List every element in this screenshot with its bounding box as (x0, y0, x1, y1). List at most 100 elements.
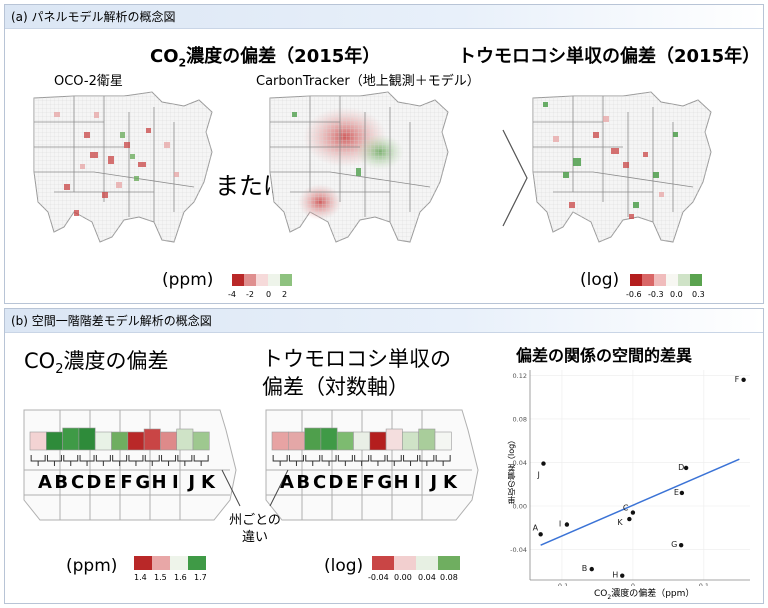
yield-ticks-b: -0.04 0.00 0.04 0.08 (368, 573, 468, 585)
yield-unit-b: (log) (324, 556, 364, 576)
co2-ticks-b: 1.4 1.5 1.6 1.7 (134, 573, 214, 585)
x-tick-label: -0.1 (556, 582, 569, 586)
panel-a-header: (a) パネルモデル解析の概念図 (5, 5, 763, 29)
tick-label: 1.6 (174, 573, 187, 582)
scatter-title: 偏差の関係の空間的差異 (516, 346, 693, 365)
scatter-point-j (541, 461, 546, 466)
yield-title-line2: 偏差（対数軸） (262, 375, 409, 399)
connector-line (269, 469, 289, 507)
scatter-point-h (620, 573, 625, 578)
county-letter: C (70, 472, 85, 493)
county-letter: I (172, 472, 179, 493)
scatter-point-a (538, 532, 543, 537)
co2-strip (29, 427, 210, 451)
tick-label: -0.6 (626, 290, 642, 299)
county-cell (320, 427, 338, 451)
bracket (435, 455, 451, 466)
bracket (30, 455, 46, 466)
county-letter: I (414, 472, 421, 493)
county-letter: F (120, 472, 133, 493)
county-letter: J (188, 472, 196, 493)
county-cell (336, 431, 354, 451)
county-letter: G (377, 472, 393, 493)
y-tick-label: 0.00 (513, 503, 527, 511)
county-letter: A (280, 472, 294, 493)
tick-label: -0.04 (368, 573, 389, 582)
point-label: G (671, 540, 677, 549)
scatter-point-e (679, 490, 685, 496)
county-cell (271, 431, 289, 451)
co2-unit-a: (ppm) (162, 270, 214, 290)
county-letter: D (86, 472, 102, 493)
carbontracker-label: CarbonTracker（地上観測＋モデル） (256, 74, 480, 89)
bracket (272, 455, 288, 466)
county-cell (385, 428, 403, 451)
county-cell (304, 427, 322, 451)
oco2-label: OCO-2衛星 (54, 74, 123, 89)
county-letter: E (104, 472, 117, 493)
county-letter: D (328, 472, 344, 493)
yield-title-line1: トウモロコシ単収の (262, 347, 451, 371)
tick-label: 1.4 (134, 573, 147, 582)
co2-unit-b: (ppm) (66, 556, 118, 576)
county-cell (94, 431, 112, 451)
y-tick-label: 0.08 (513, 415, 527, 423)
yield-colorbar-a (630, 274, 702, 286)
county-cell (418, 428, 436, 451)
county-letter: H (151, 472, 167, 493)
county-letter: B (296, 472, 311, 493)
bracket (305, 455, 321, 466)
tick-label: 0 (266, 290, 272, 299)
bracket (112, 455, 128, 466)
tick-label: 0.00 (394, 573, 412, 582)
county-letter: J (430, 472, 438, 493)
county-letter: K (201, 472, 215, 493)
tick-label: 1.7 (194, 573, 207, 582)
x-tick-label: 0 (631, 582, 635, 586)
y-tick-label: 0.04 (513, 459, 527, 467)
scatter-point-d (683, 465, 689, 471)
yield-deviation-title-b: トウモロコシ単収の 偏差（対数軸） (262, 345, 451, 401)
diff-label: 州ごとの 違い (215, 512, 295, 546)
scatter-point-b (589, 566, 594, 572)
panel-a-maps (33, 91, 712, 286)
county-letter: C (312, 472, 327, 493)
diff-label-line2: 違い (241, 530, 268, 545)
diff-label-line1: 州ごとの (229, 513, 281, 528)
chevron-right-icon (502, 129, 528, 227)
scatter-xlabel: CO2濃度の偏差（ppm） (594, 589, 695, 601)
yield-strip (271, 427, 452, 451)
scatter-chart: -0.04 0.00 0.04 0.08 0.12 -0.1 0 0.1 A B C D E F G H I J K (510, 370, 750, 586)
co2-ticks-a: -4 -2 0 2 (228, 290, 308, 302)
tick-label: -2 (246, 290, 254, 299)
point-label: H (612, 571, 618, 580)
bracket (337, 455, 353, 466)
bracket (386, 455, 402, 466)
county-letter: K (443, 472, 457, 493)
co2-colorbar-b (134, 556, 206, 570)
bracket (144, 455, 160, 466)
county-cell (127, 431, 145, 451)
tick-label: 0.08 (440, 573, 458, 582)
tick-label: 2 (282, 290, 288, 299)
point-label: C (623, 504, 629, 513)
bracket (288, 455, 304, 466)
yield-deviation-title-a: トウモロコシ単収の偏差（2015年） (458, 46, 761, 67)
tick-label: -0.3 (648, 290, 664, 299)
county-cell (369, 431, 387, 451)
bracket (177, 455, 193, 466)
tick-label: -4 (228, 290, 236, 299)
county-cell (45, 431, 63, 451)
co2-deviation-title-b: CO2濃度の偏差 (24, 349, 169, 378)
fit-line (540, 458, 740, 546)
bracket (63, 455, 79, 466)
point-label: E (674, 488, 679, 497)
county-cell (353, 431, 371, 451)
bracket (419, 455, 435, 466)
yield-ticks-a: -0.6 -0.3 0.0 0.3 (626, 290, 716, 302)
county-cell (434, 431, 452, 451)
panel-b-header: (b) 空間一階階差モデル解析の概念図 (5, 309, 763, 333)
plot-area (530, 370, 750, 580)
bracket (79, 455, 95, 466)
